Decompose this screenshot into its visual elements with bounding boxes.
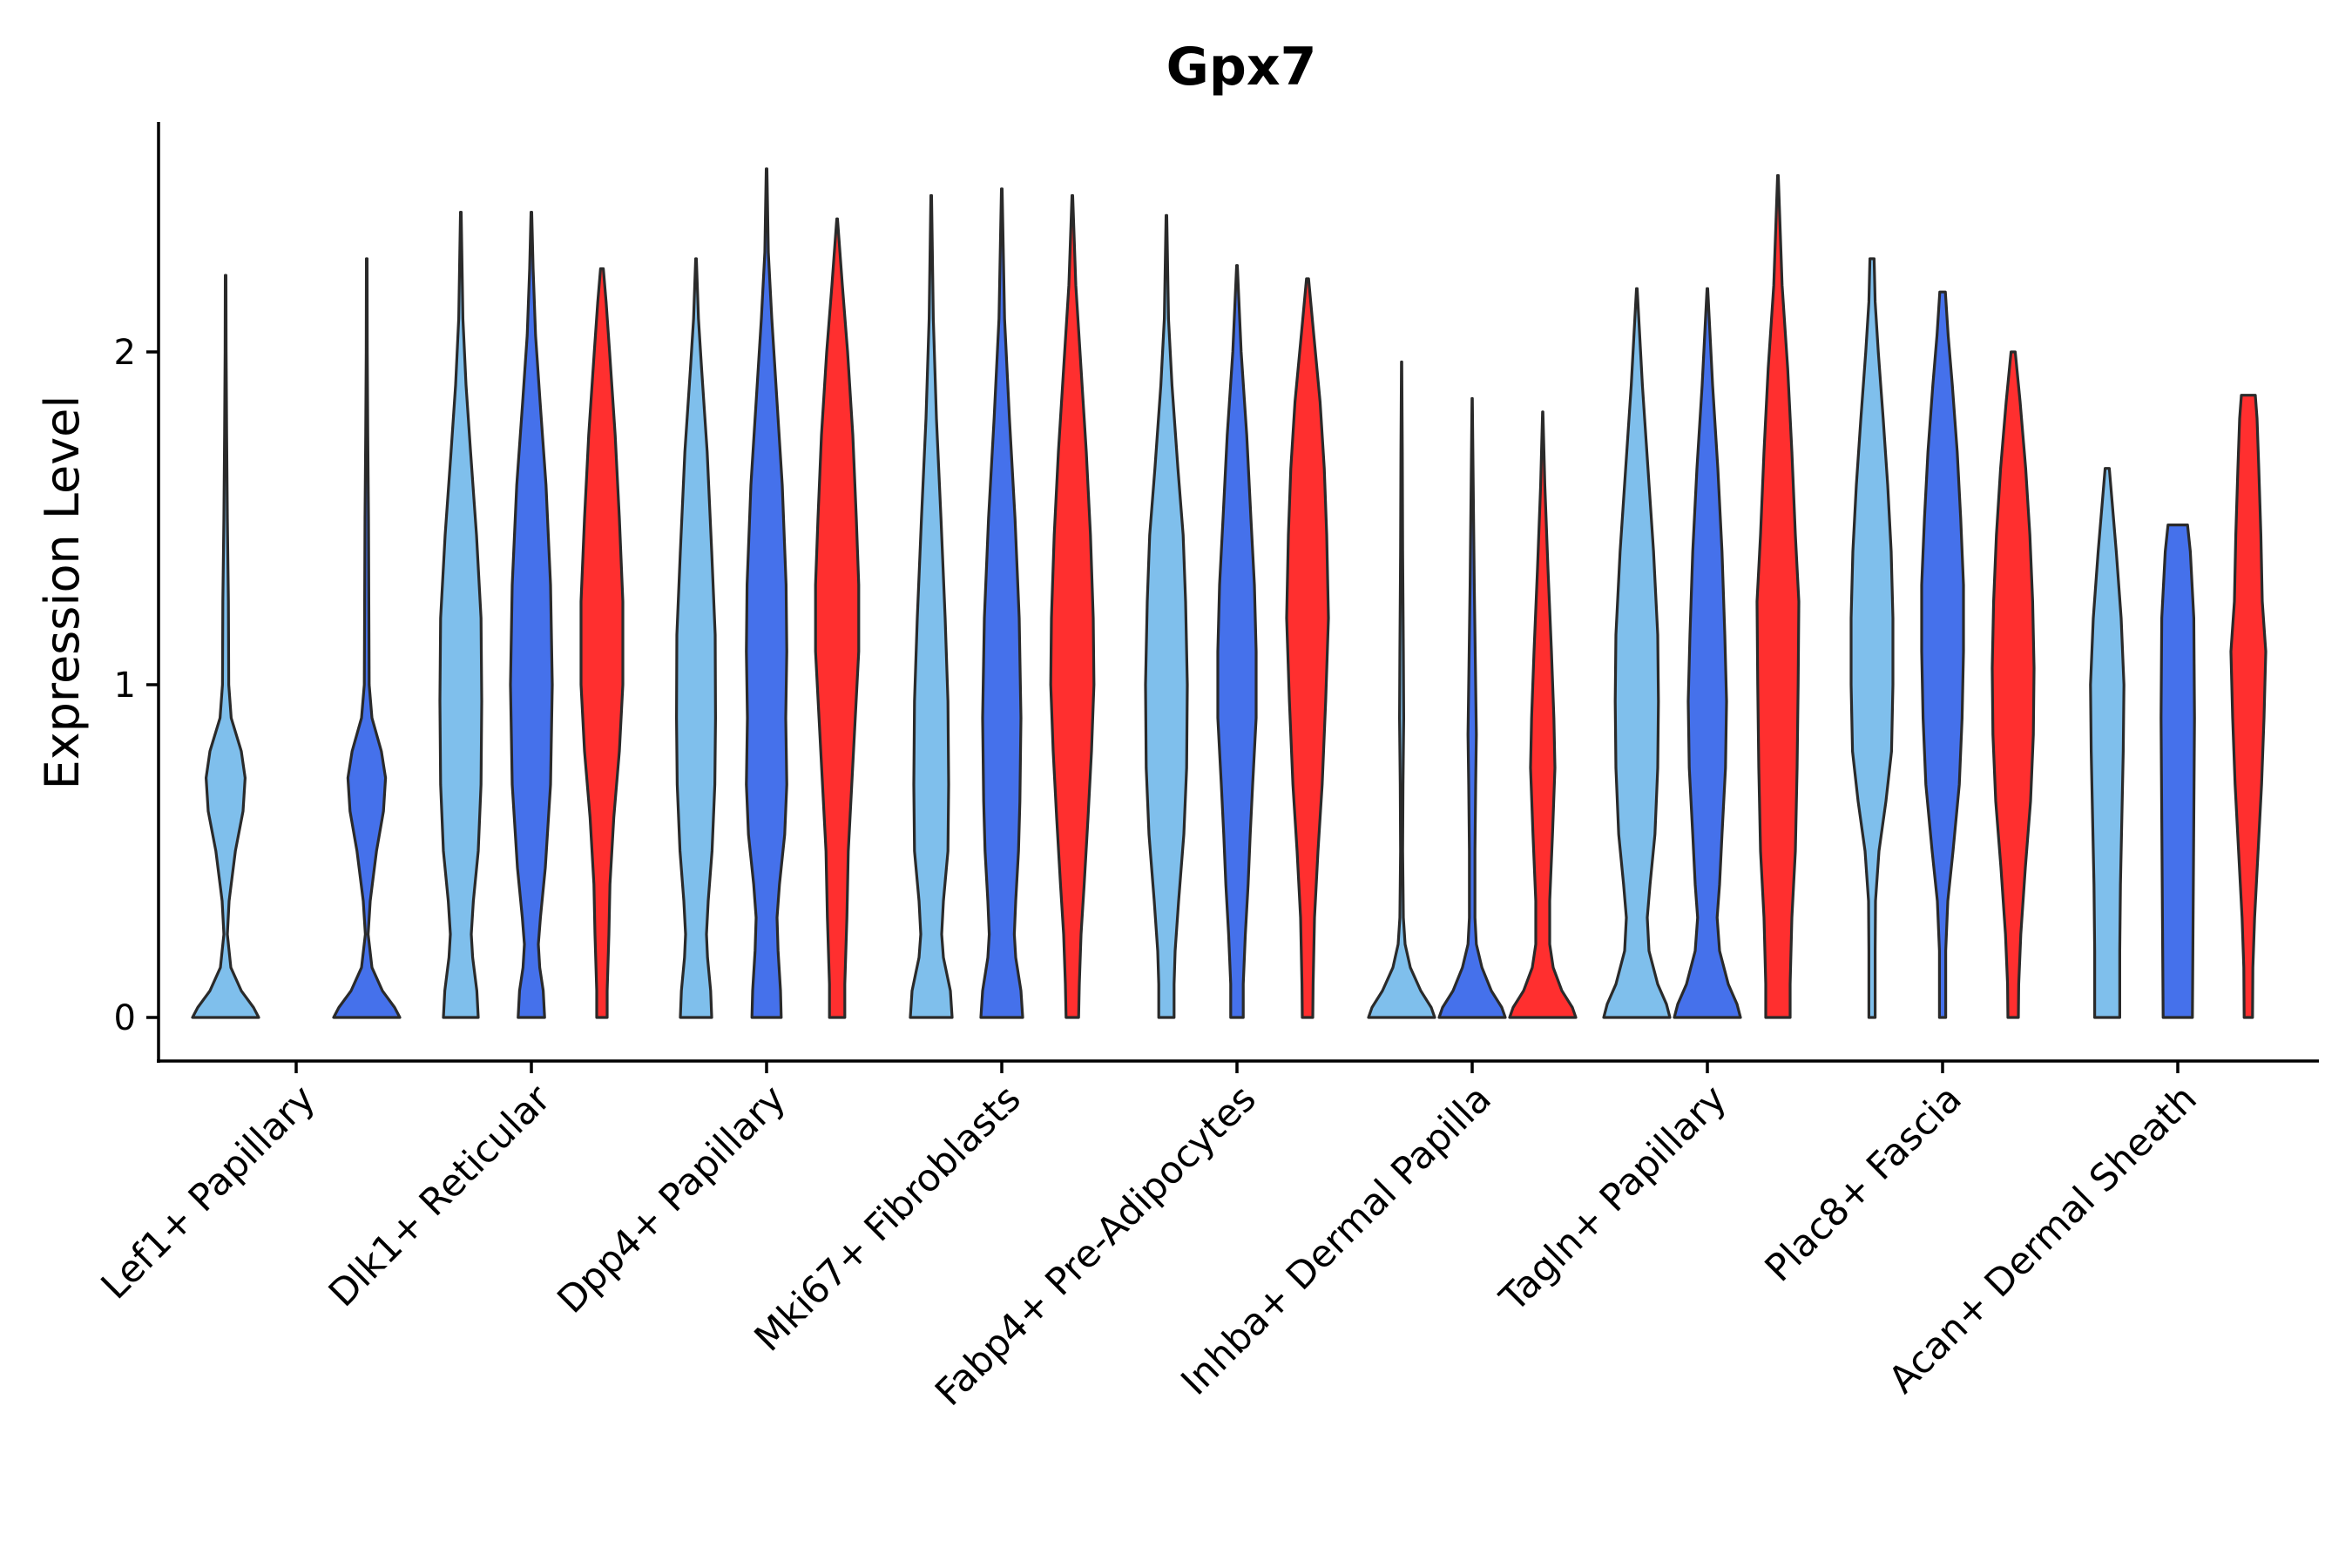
violin-lef1-papillary-s0 [191, 274, 260, 1019]
violin-plac8-fascia-s0 [1849, 257, 1895, 1019]
violin-acan-dermal-sheath-s2 [2229, 394, 2268, 1019]
violin-dlk1-reticular-s1 [509, 211, 554, 1019]
y-axis-label: Expression Level [35, 395, 90, 790]
x-tick-label: Lef1+ Papillary [93, 1077, 324, 1308]
chart-title: Gpx7 [1166, 37, 1317, 98]
y-tick-label: 2 [114, 333, 136, 373]
y-tick-label: 1 [114, 666, 136, 706]
violin-mki67-fibroblasts-s2 [1049, 193, 1096, 1019]
x-tick-label: Dlk1+ Reticular [321, 1077, 559, 1315]
violin-fabp4-pre-adipocytes-s0 [1144, 213, 1189, 1019]
violin-tagln-papillary-s2 [1755, 173, 1801, 1019]
violin-dpp4-papillary-s0 [675, 257, 717, 1019]
violin-dpp4-papillary-s1 [745, 167, 788, 1019]
violin-plac8-fascia-s2 [1990, 350, 2036, 1019]
violin-plac8-fascia-s1 [1920, 290, 1965, 1019]
violins-layer [191, 167, 2268, 1019]
violin-tagln-papillary-s0 [1602, 287, 1672, 1019]
violin-fabp4-pre-adipocytes-s1 [1216, 264, 1258, 1019]
x-tick-label: Tagln+ Papillary [1491, 1077, 1735, 1321]
violin-mki67-fibroblasts-s0 [909, 193, 954, 1019]
violin-tagln-papillary-s1 [1673, 287, 1742, 1019]
x-tick-label: Dpp4+ Papillary [550, 1077, 794, 1321]
violin-mki67-fibroblasts-s1 [979, 187, 1024, 1019]
violin-inhba-dermal-papilla-s0 [1367, 360, 1436, 1019]
y-ticks: 0 1 2 [114, 333, 159, 1038]
violin-inhba-dermal-papilla-s1 [1437, 396, 1507, 1019]
violin-acan-dermal-sheath-s1 [2159, 524, 2196, 1019]
violin-lef1-papillary-s1 [332, 257, 402, 1019]
x-tick-label: Mki67+ Fibroblasts [747, 1077, 1030, 1360]
x-tick-label: Plac8+ Fascia [1757, 1077, 1970, 1290]
violin-acan-dermal-sheath-s0 [2089, 467, 2126, 1019]
violin-dlk1-reticular-s2 [579, 267, 625, 1019]
y-tick-label: 0 [114, 998, 136, 1038]
violin-inhba-dermal-papilla-s2 [1508, 410, 1578, 1019]
violin-fabp4-pre-adipocytes-s2 [1285, 277, 1330, 1019]
violin-dpp4-papillary-s2 [814, 217, 861, 1019]
violin-dlk1-reticular-s0 [438, 211, 483, 1019]
